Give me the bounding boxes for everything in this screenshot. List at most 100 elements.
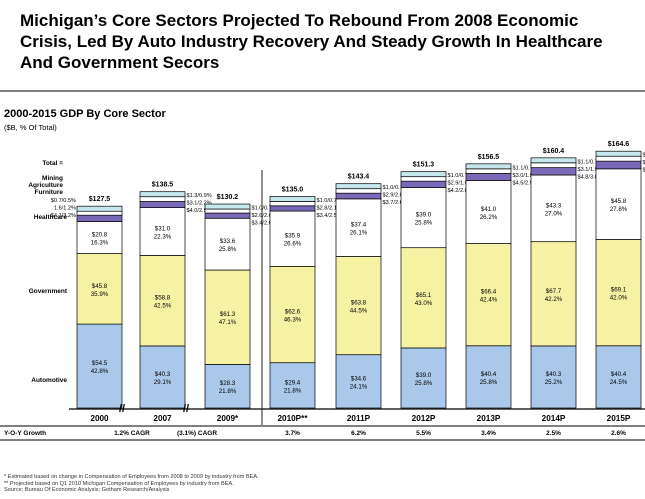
label-mining-7: $1.1/0.7%	[578, 159, 603, 165]
label-healthcare-pct-7: 27.0%	[545, 210, 563, 217]
bar-healthcare-7	[530, 174, 577, 243]
label-automotive-value-7: $40.3	[546, 371, 562, 378]
bar-government-4	[335, 256, 382, 356]
label-agriculture-3: $2.8/2.1%	[317, 205, 342, 211]
label-government-value-7: $67.7	[546, 288, 562, 295]
bar-furniture-6	[465, 173, 512, 181]
bar-automotive-3	[269, 362, 316, 409]
label-healthcare-pct-4: 26.1%	[350, 230, 368, 237]
label-automotive-value-2: $28.3	[220, 380, 236, 387]
total-label-8: $164.6	[608, 141, 630, 148]
label-government-pct-7: 42.2%	[545, 296, 563, 303]
label-healthcare-value-8: $45.8	[611, 198, 627, 205]
growth-value-4: 6.2%	[351, 430, 366, 437]
side-label-automotive: Automotive	[31, 377, 67, 384]
side-label-agriculture: Agriculture	[28, 182, 63, 189]
label-healthcare-value-5: $39.0	[416, 212, 432, 219]
label-agriculture-7: $3.1/1.9%	[578, 167, 603, 173]
category-label-0: 2000	[90, 414, 109, 423]
label-automotive-value-8: $40.4	[611, 371, 627, 378]
category-label-4: 2011P	[347, 414, 371, 423]
label-government-pct-8: 42.0%	[610, 295, 628, 302]
label-agriculture-5: $2.9/1.9%	[448, 181, 473, 187]
chart-subtitle: ($B, % Of Total)	[4, 123, 57, 132]
total-label-4: $143.4	[348, 174, 370, 181]
label-government-value-0: $45.8	[92, 283, 108, 290]
bar-agriculture-7	[530, 162, 577, 168]
label-furniture-7: $4.8/3.0%	[578, 174, 603, 180]
label-government-value-1: $58.8	[155, 295, 171, 302]
growth-value-1: 1.2% CAGR	[114, 430, 150, 437]
bar-automotive-6	[465, 345, 512, 409]
label-automotive-pct-0: 42.8%	[91, 368, 109, 375]
side-label-furniture: Furniture	[34, 189, 63, 196]
label-mining-0: $0.7/0.5%	[51, 198, 76, 204]
bar-furniture-0	[76, 214, 123, 222]
bar-agriculture-5	[400, 176, 447, 182]
label-government-value-6: $66.4	[481, 289, 497, 296]
growth-label: Y-O-Y Growth	[4, 430, 46, 437]
label-agriculture-6: $3.0/1.9%	[513, 173, 538, 179]
label-furniture-8: $5.0/3.1%	[643, 168, 645, 174]
label-healthcare-value-1: $31.0	[155, 226, 171, 233]
page-title: Michigan’s Core Sectors Projected To Reb…	[20, 11, 603, 72]
label-automotive-pct-3: 21.8%	[284, 387, 302, 394]
total-label-2: $130.2	[217, 194, 239, 201]
bar-mining-7	[530, 157, 577, 164]
label-healthcare-pct-5: 25.8%	[415, 220, 433, 227]
label-government-value-3: $62.6	[285, 309, 301, 316]
chart-title: 2000-2015 GDP By Core Sector	[4, 108, 167, 120]
category-label-5: 2012P	[412, 414, 436, 423]
total-label-7: $160.4	[543, 148, 565, 155]
label-government-pct-1: 42.5%	[154, 303, 172, 310]
label-government-value-2: $61.3	[220, 311, 236, 318]
bar-furniture-4	[335, 192, 382, 200]
bar-automotive-0	[76, 323, 123, 409]
bar-furniture-5	[400, 180, 447, 188]
label-government-value-5: $65.1	[416, 292, 432, 299]
label-furniture-5: $4.2/2.8%	[448, 188, 473, 194]
label-healthcare-value-7: $43.3	[546, 202, 562, 209]
growth-value-7: 2.5%	[546, 430, 561, 437]
label-automotive-pct-8: 24.5%	[610, 379, 628, 386]
bar-furniture-3	[269, 205, 316, 212]
growth-value-3: 3.7%	[285, 430, 300, 437]
label-agriculture-0: 1.6/1.2%	[54, 206, 76, 212]
label-mining-3: $1.0/0.7%	[317, 198, 342, 204]
label-healthcare-value-3: $35.9	[285, 233, 301, 240]
label-automotive-pct-5: 25.8%	[415, 380, 433, 387]
label-agriculture-8: $3.2/1.9%	[643, 160, 645, 166]
label-agriculture-2: $2.6/2.0%	[252, 213, 277, 219]
label-automotive-pct-1: 29.1%	[154, 379, 172, 386]
side-label-mining: Mining	[42, 175, 63, 182]
label-automotive-pct-6: 25.8%	[480, 379, 498, 386]
axis-break-1: //	[183, 403, 189, 415]
label-government-pct-0: 35.9%	[91, 291, 109, 298]
label-automotive-value-4: $34.6	[351, 375, 367, 382]
bar-mining-6	[465, 163, 512, 170]
label-government-pct-6: 42.4%	[480, 297, 498, 304]
title-box: Michigan’s Core Sectors Projected To Reb…	[0, 0, 645, 91]
bar-government-3	[269, 265, 316, 364]
label-healthcare-pct-0: 16.3%	[91, 240, 109, 247]
bar-mining-1	[139, 191, 186, 198]
axis-break-0: //	[119, 403, 125, 415]
category-label-3: 2010P**	[277, 414, 308, 423]
bar-government-6	[465, 243, 512, 347]
footnote-3: Source: Bureau Of Economic Analysis; Got…	[4, 487, 170, 494]
label-government-pct-4: 44.5%	[350, 308, 368, 315]
label-healthcare-pct-8: 27.8%	[610, 206, 628, 213]
bars-layer: $54.542.8%$45.835.9%$20.816.3%$0.7/0.5%1…	[51, 141, 645, 437]
label-healthcare-pct-1: 22.3%	[154, 234, 172, 241]
side-label-government: Government	[29, 288, 68, 295]
bar-furniture-2	[204, 212, 251, 219]
bar-agriculture-1	[139, 196, 186, 202]
label-government-pct-3: 46.3%	[284, 317, 302, 324]
label-mining-5: $1.0/0.7%	[448, 173, 473, 179]
label-automotive-value-5: $39.0	[416, 372, 432, 379]
bar-furniture-7	[530, 167, 577, 176]
label-furniture-0: $4.1/3.2%	[51, 213, 76, 219]
category-label-2: 2009*	[217, 414, 239, 423]
